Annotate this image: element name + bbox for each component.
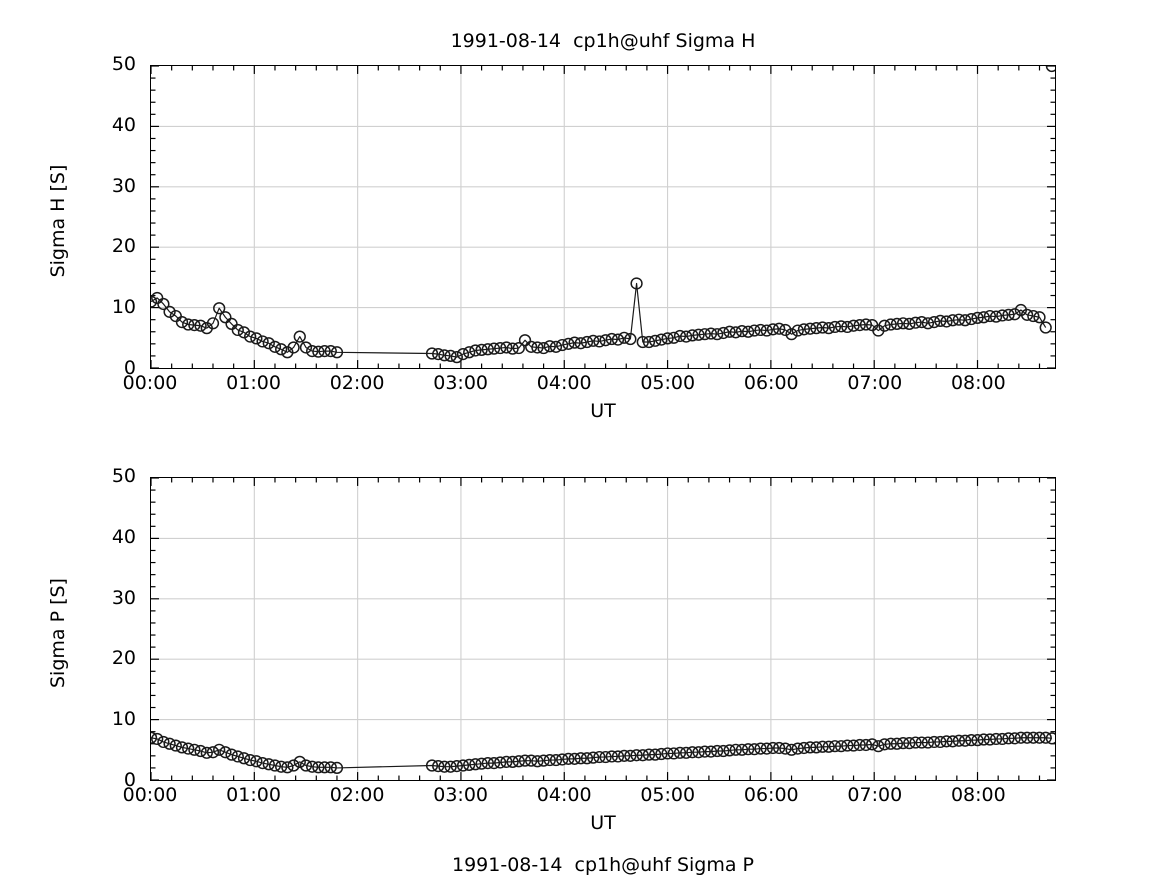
x-axis-ticks-sigma-h: 00:00 01:00 02:00 03:00 04:00 05:00 06:00 07:00…: [0, 374, 1167, 400]
x-tick-label: 07:00: [847, 784, 903, 806]
chart-title-sigma-p: 1991-08-14 cp1h@uhf Sigma P: [452, 854, 754, 876]
y-axis-ticks-sigma-p: 0 10 20 30 40 50: [0, 467, 136, 790]
x-tick-label: 02:00: [329, 784, 385, 806]
y-tick-label: 40: [111, 113, 136, 136]
y-tick-label: 10: [111, 296, 136, 319]
y-tick-label: 0: [123, 769, 136, 791]
x-tick-label: 05:00: [640, 784, 696, 806]
x-tick-label: 05:00: [640, 372, 696, 394]
x-tick-label: 07:00: [847, 372, 903, 394]
x-tick-label: 00:00: [122, 784, 178, 806]
x-tick-label: 03:00: [433, 784, 489, 806]
x-tick-label: 03:00: [433, 372, 489, 394]
y-tick-label: 10: [111, 708, 136, 731]
plot-area-sigma-h: [150, 65, 1056, 369]
x-tick-label: 04:00: [536, 784, 592, 806]
x-tick-label: 08:00: [950, 372, 1006, 394]
x-tick-label: 06:00: [743, 784, 799, 806]
y-axis-title-sigma-p: Sigma P [S]: [47, 578, 69, 688]
y-tick-label: 20: [111, 647, 136, 670]
x-axis-title-sigma-h: UT: [590, 400, 616, 422]
x-axis-title-sigma-p: UT: [590, 812, 616, 834]
y-tick-label: 30: [111, 174, 136, 197]
chart-title-sigma-h: 1991-08-14 cp1h@uhf Sigma H: [450, 30, 756, 52]
x-axis-ticks-sigma-p: 00:00 01:00 02:00 03:00 04:00 05:00 06:00 07:00…: [0, 786, 1167, 812]
y-tick-label: 50: [111, 465, 136, 487]
y-axis-title-sigma-h: Sigma H [S]: [47, 164, 69, 278]
y-axis-ticks-sigma-h: 0 10 20 30 40 50: [0, 55, 136, 378]
x-tick-label: 06:00: [743, 372, 799, 394]
x-tick-label: 04:00: [536, 372, 592, 394]
plot-svg-sigma-p: [151, 478, 1055, 780]
x-tick-label: 08:00: [950, 784, 1006, 806]
x-tick-label: 01:00: [226, 372, 281, 394]
plot-area-sigma-p: [150, 477, 1056, 781]
plot-svg-sigma-h: [151, 66, 1055, 368]
y-tick-label: 30: [111, 586, 136, 609]
x-tick-label: 00:00: [122, 372, 178, 394]
y-tick-label: 40: [111, 525, 136, 548]
chart-panel-sigma-h: 1991-08-14 cp1h@uhf Sigma H: [0, 0, 1167, 437]
x-tick-label: 02:00: [329, 372, 385, 394]
y-tick-label: 50: [111, 53, 136, 75]
chart-panel-sigma-p: 1991-08-14 cp1h@uhf Sigma P: [0, 412, 1167, 876]
y-tick-label: 20: [111, 235, 136, 258]
y-tick-label: 0: [123, 357, 136, 379]
x-tick-label: 01:00: [226, 784, 281, 806]
